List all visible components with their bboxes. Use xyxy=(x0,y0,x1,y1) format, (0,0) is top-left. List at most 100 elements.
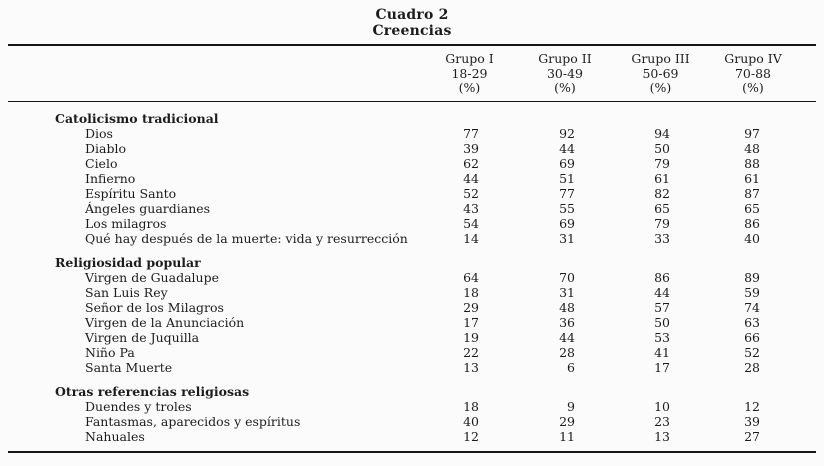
header-row: Grupo I 18-29 (%) Grupo II 30-49 (%) Gru… xyxy=(8,45,816,101)
table-row: Los milagros 54 69 79 86 xyxy=(8,216,816,231)
table-row: Qué hay después de la muerte: vida y res… xyxy=(8,231,816,246)
column-header-grupo-3: Grupo III 50-69 (%) xyxy=(613,45,708,101)
value-cell: 31 xyxy=(559,284,575,300)
row-label: Cielo xyxy=(85,155,118,171)
value-cell: 63 xyxy=(744,314,760,330)
section-header: Religiosidad popular xyxy=(55,254,201,270)
value-cell: 23 xyxy=(654,413,670,429)
value-cell: 14 xyxy=(463,230,479,246)
table-row: Espíritu Santo 52 77 82 87 xyxy=(8,186,816,201)
table-row: Cielo 62 69 79 88 xyxy=(8,156,816,171)
value-cell: 97 xyxy=(744,125,760,141)
table-row: Diablo 39 44 50 48 xyxy=(8,141,816,156)
value-cell: 44 xyxy=(559,140,575,156)
group-unit: (%) xyxy=(458,80,481,95)
value-cell: 87 xyxy=(744,185,760,201)
group-age-range: 18-29 xyxy=(451,65,488,81)
value-cell: 39 xyxy=(744,413,760,429)
row-label: Espíritu Santo xyxy=(85,185,177,201)
value-cell: 29 xyxy=(559,413,575,429)
value-cell: 6 xyxy=(567,359,575,375)
value-cell: 22 xyxy=(463,344,479,360)
value-cell: 53 xyxy=(654,329,670,345)
value-cell: 50 xyxy=(654,314,670,330)
spacer-cell xyxy=(798,270,816,285)
value-cell: 66 xyxy=(744,329,760,345)
spacer-cell xyxy=(798,186,816,201)
value-cell: 31 xyxy=(559,230,575,246)
row-label: Duendes y troles xyxy=(85,398,192,414)
value-cell: 12 xyxy=(463,428,479,444)
column-header-grupo-4: Grupo IV 70-88 (%) xyxy=(708,45,798,101)
value-cell: 77 xyxy=(559,185,575,201)
value-cell: 74 xyxy=(744,299,760,315)
value-cell: 13 xyxy=(654,428,670,444)
value-cell: 77 xyxy=(463,125,479,141)
value-cell: 19 xyxy=(463,329,479,345)
value-cell: 39 xyxy=(463,140,479,156)
spacer-cell xyxy=(798,429,816,452)
value-cell: 59 xyxy=(744,284,760,300)
table-row: Virgen de Juquilla 19 44 53 66 xyxy=(8,330,816,345)
table-row: San Luis Rey 18 31 44 59 xyxy=(8,285,816,300)
row-label: Niño Pa xyxy=(85,344,135,360)
group-age-range: 50-69 xyxy=(642,65,679,81)
spacer-cell xyxy=(798,399,816,414)
group-name: Grupo III xyxy=(631,51,690,66)
value-cell: 62 xyxy=(463,155,479,171)
value-cell: 52 xyxy=(744,344,760,360)
value-cell: 27 xyxy=(744,428,760,444)
table-row: Virgen de la Anunciación 17 36 50 63 xyxy=(8,315,816,330)
table-row: Infierno 44 51 61 61 xyxy=(8,171,816,186)
table-section: Catolicismo tradicional Dios 77 92 94 97 Diabl… xyxy=(8,101,816,246)
spacer-cell xyxy=(798,141,816,156)
value-cell: 86 xyxy=(654,269,670,285)
value-cell: 44 xyxy=(559,329,575,345)
value-cell: 12 xyxy=(744,398,760,414)
row-label: Infierno xyxy=(85,170,136,186)
value-cell: 70 xyxy=(559,269,575,285)
section-header-row: Religiosidad popular xyxy=(8,246,816,270)
group-age-range: 30-49 xyxy=(546,65,584,81)
spacer-cell xyxy=(798,231,816,246)
table-row: Ángeles guardianes 43 55 65 65 xyxy=(8,201,816,216)
value-cell: 61 xyxy=(654,170,670,186)
value-cell: 28 xyxy=(744,359,760,375)
value-cell: 9 xyxy=(567,398,575,414)
spacer-cell xyxy=(798,285,816,300)
table-title: Cuadro 2 xyxy=(375,7,449,23)
row-label: San Luis Rey xyxy=(85,284,168,300)
group-name: Grupo II xyxy=(538,51,592,66)
value-cell: 43 xyxy=(463,200,479,216)
header-empty-cell xyxy=(8,45,422,101)
group-unit: (%) xyxy=(742,80,764,95)
group-name: Grupo I xyxy=(445,51,494,66)
row-label: Santa Muerte xyxy=(85,359,173,375)
row-label: Los milagros xyxy=(85,215,167,231)
spacer-cell xyxy=(798,330,816,345)
row-label: Qué hay después de la muerte: vida y res… xyxy=(85,230,408,246)
value-cell: 29 xyxy=(463,299,479,315)
value-cell: 51 xyxy=(559,170,575,186)
group-unit: (%) xyxy=(554,80,576,95)
row-label: Nahuales xyxy=(85,428,145,444)
value-cell: 17 xyxy=(463,314,479,330)
value-cell: 41 xyxy=(654,344,670,360)
value-cell: 54 xyxy=(463,215,479,231)
value-cell: 44 xyxy=(463,170,479,186)
value-cell: 18 xyxy=(463,398,479,414)
spacer-cell xyxy=(798,216,816,231)
value-cell: 57 xyxy=(654,299,670,315)
beliefs-table: Grupo I 18-29 (%) Grupo II 30-49 (%) Gru… xyxy=(8,44,816,453)
header-spacer-cell xyxy=(798,45,816,101)
group-age-range: 70-88 xyxy=(734,65,772,81)
value-cell: 36 xyxy=(559,314,575,330)
row-label: Señor de los Milagros xyxy=(85,299,224,315)
group-name: Grupo IV xyxy=(724,51,782,66)
value-cell: 88 xyxy=(744,155,760,171)
row-label: Dios xyxy=(85,125,113,141)
value-cell: 33 xyxy=(654,230,670,246)
value-cell: 40 xyxy=(463,413,479,429)
value-cell: 69 xyxy=(559,215,575,231)
value-cell: 52 xyxy=(463,185,479,201)
